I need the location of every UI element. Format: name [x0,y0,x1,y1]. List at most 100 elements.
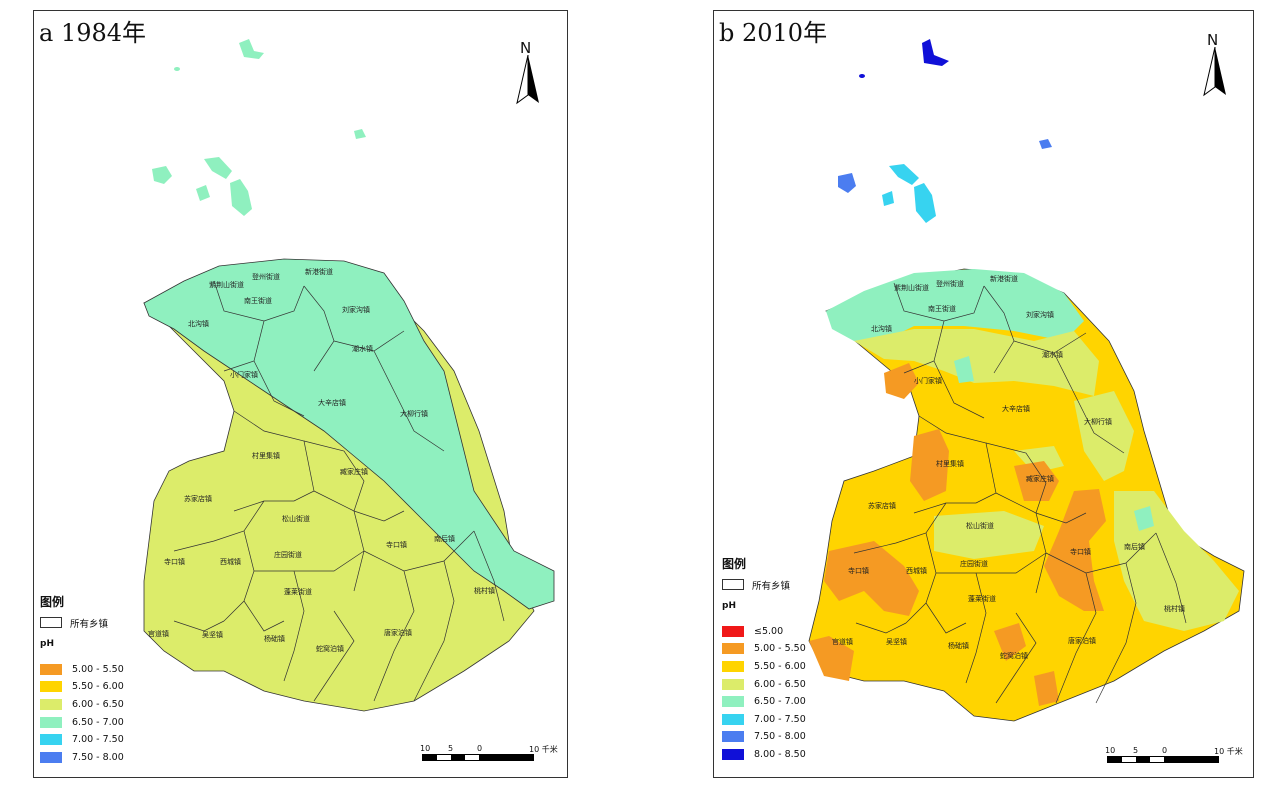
panel-title: b 2010年 [719,19,828,47]
map-panel-1984: a 1984年 [33,10,568,778]
svg-text:杨础镇: 杨础镇 [264,634,285,643]
boundary-label: 所有乡镇 [752,580,791,592]
boundary-swatch [40,617,62,629]
svg-text:唐家泊镇: 唐家泊镇 [384,628,412,637]
legend-swatch [40,716,62,728]
svg-text:寺口镇: 寺口镇 [1070,547,1091,556]
island [889,164,919,185]
scale-tick: 10 [420,744,431,753]
legend-label: 6.00 - 6.50 [72,699,124,711]
legend-swatch [40,699,62,711]
zone-5.0-5.5 [809,636,854,681]
legend-row: 8.00 - 8.50 [722,746,806,764]
town-labels: 紫荆山街道 登州街道 新港街道 南王街道 刘家沟镇 北沟镇 潮水镇 小门家镇 大… [148,267,495,653]
svg-text:潮水镇: 潮水镇 [352,344,373,353]
island [204,157,232,179]
map-panel-2010: b 2010年 [713,10,1254,778]
legend-label: 6.00 - 6.50 [754,678,806,690]
svg-text:西城镇: 西城镇 [220,557,241,566]
legend: 图例 所有乡镇 pH ≤5.00 5.00 - 5.50 5.50 - 6.00 6.… [722,555,806,763]
svg-text:紫荆山街道: 紫荆山街道 [894,283,929,292]
svg-text:苏家店镇: 苏家店镇 [868,501,896,510]
legend-swatch [40,681,62,693]
legend-label: 7.50 - 8.00 [72,751,124,763]
island [1039,139,1052,149]
north-label: N [1207,31,1219,49]
legend-row: 6.50 - 7.00 [722,693,806,711]
scale-tick: 0 [477,744,483,753]
north-label: N [520,39,532,57]
zone-5.0-5.5 [824,541,919,616]
legend-label: 8.00 - 8.50 [754,749,806,761]
zone-5.0-5.5 [1034,671,1059,706]
island [354,129,366,139]
island [239,39,264,59]
svg-text:庄园街道: 庄园街道 [960,559,988,568]
svg-text:吴坚镇: 吴坚镇 [202,630,223,639]
island [914,183,936,223]
scale-tick: 5 [448,744,454,753]
legend-row: 5.50 - 6.00 [40,678,124,696]
zone-6.0-6.5 [1074,391,1134,481]
svg-text:大柳行镇: 大柳行镇 [400,409,428,418]
svg-text:登州街道: 登州街道 [936,279,964,288]
svg-text:南王街道: 南王街道 [244,296,272,305]
legend-row: 5.50 - 6.00 [722,658,806,676]
town-labels: 紫荆山街道 登州街道 新港街道 南王街道 刘家沟镇 北沟镇 潮水镇 小门家镇 大… [832,274,1185,660]
svg-text:寺口镇: 寺口镇 [164,557,185,566]
legend-label: 5.00 - 5.50 [72,663,124,675]
scale-ticks: 10 5 0 10 千米 [420,744,558,754]
ph-label: pH [40,638,54,649]
svg-text:登州街道: 登州街道 [252,272,280,281]
legend-row: 7.00 - 7.50 [722,711,806,729]
svg-text:新港街道: 新港街道 [990,274,1018,283]
svg-text:潮水镇: 潮水镇 [1042,350,1063,359]
island [922,39,949,66]
svg-text:臧家庄镇: 臧家庄镇 [340,467,368,476]
svg-text:松山街道: 松山街道 [282,514,310,523]
town-boundaries [853,282,1187,704]
legend-row: 6.00 - 6.50 [722,675,806,693]
svg-text:蓬莱街道: 蓬莱街道 [968,594,996,603]
legend-swatch [722,731,744,743]
zone-5.0-5.5 [1044,489,1106,611]
legend-swatch [722,643,744,655]
legend-row: 6.00 - 6.50 [40,696,124,714]
zone-5.0-5.5 [994,623,1026,661]
scale-bar-graphic [1107,756,1219,763]
legend-swatch [722,625,744,637]
scale-tick: 10 [1105,746,1116,755]
zone-6.0-6.5 [854,329,1099,396]
legend-row: 6.50 - 7.00 [40,713,124,731]
legend-swatch [722,696,744,708]
svg-text:南后镇: 南后镇 [1124,542,1145,551]
svg-text:北沟镇: 北沟镇 [871,324,892,333]
scale-bar-graphic [422,754,534,761]
scale-tick: 10 千米 [529,745,558,754]
svg-text:刘家沟镇: 刘家沟镇 [342,305,370,314]
scale-bar: 10 5 0 10 千米 [1105,746,1243,763]
ph-map-2010: 紫荆山街道 登州街道 新港街道 南王街道 刘家沟镇 北沟镇 潮水镇 小门家镇 大… [808,39,1245,722]
legend-row: 7.00 - 7.50 [40,731,124,749]
legend-swatch [722,713,744,725]
svg-text:村里集镇: 村里集镇 [936,459,964,468]
legend-title: 图例 [40,595,65,609]
ph-label: pH [722,600,736,611]
zone-6.5-7.0 [954,356,974,383]
svg-text:苏家店镇: 苏家店镇 [184,494,212,503]
zone-6.0-6.5 [934,511,1044,559]
legend-row: ≤5.00 [722,623,806,641]
legend-title: 图例 [722,557,747,571]
zone-5.0-5.5 [910,429,949,501]
scale-tick: 0 [1162,746,1168,755]
svg-text:蓬莱街道: 蓬莱街道 [284,587,312,596]
legend-row: 7.50 - 8.00 [722,728,806,746]
svg-text:官道镇: 官道镇 [832,637,853,646]
north-6.5-7.0 [826,269,1084,341]
svg-text:杨础镇: 杨础镇 [948,641,969,650]
svg-text:大辛店镇: 大辛店镇 [318,398,346,407]
legend-label: 5.50 - 6.00 [72,681,124,693]
legend: 图例 所有乡镇 pH 5.00 - 5.50 5.50 - 6.00 6.00 - … [40,593,124,766]
island [838,173,856,193]
scale-ticks: 10 5 0 10 千米 [1105,746,1243,756]
